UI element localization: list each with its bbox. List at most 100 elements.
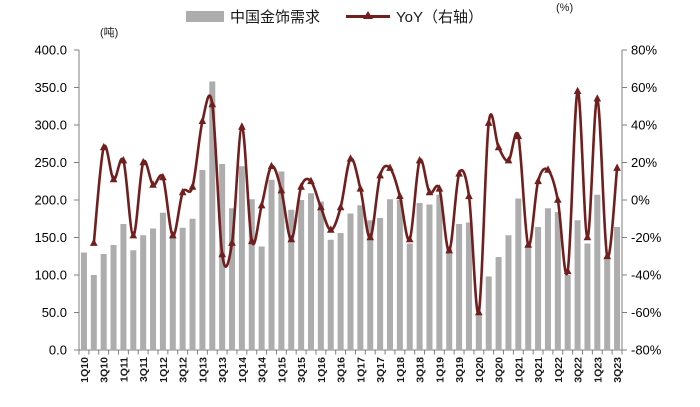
yoy-marker (435, 184, 444, 192)
bar (426, 204, 433, 350)
left-axis-label: 0.0 (49, 343, 67, 358)
left-axis-unit: (吨) (100, 27, 119, 39)
bar (465, 222, 472, 350)
yoy-marker (139, 157, 147, 166)
yoy-marker (159, 172, 167, 181)
yoy-marker (534, 176, 542, 185)
yoy-marker (405, 234, 414, 243)
yoy-marker (119, 156, 128, 164)
yoy-marker (257, 201, 266, 209)
bar (110, 245, 117, 350)
left-axis-label: 50.0 (42, 305, 67, 320)
bar (347, 213, 354, 350)
x-axis-label: 3Q22 (573, 357, 585, 383)
legend-line-label: YoY（右轴） (396, 9, 483, 26)
right-axis-label: 60% (631, 80, 657, 95)
legend-bars-label: 中国金饰需求 (230, 9, 321, 26)
yoy-marker (445, 246, 453, 254)
yoy-marker (425, 187, 434, 196)
bar (357, 205, 364, 350)
bar (367, 220, 374, 350)
bar (80, 252, 87, 350)
bar (169, 235, 176, 350)
bar (288, 209, 295, 350)
bar (337, 233, 344, 350)
yoy-marker (109, 174, 118, 183)
right-axis-unit: (%) (556, 2, 574, 14)
x-axis-label: 3Q16 (336, 357, 348, 383)
yoy-marker (583, 232, 592, 241)
right-axis-label: 0% (631, 193, 650, 208)
left-axis-label: 200.0 (34, 193, 67, 208)
bar (446, 248, 453, 350)
left-axis-label: 350.0 (34, 80, 67, 95)
yoy-marker (366, 232, 374, 241)
x-axis-label: 1Q18 (395, 357, 407, 383)
bar (268, 179, 275, 350)
bar (278, 171, 285, 350)
bar (298, 200, 305, 350)
yoy-marker (248, 236, 256, 245)
bar (416, 203, 423, 350)
x-axis-label: 1Q16 (316, 357, 328, 383)
left-axis-label: 300.0 (34, 118, 67, 133)
yoy-marker (228, 238, 236, 246)
x-axis-label: 1Q21 (513, 357, 525, 383)
x-axis-label: 3Q17 (375, 357, 387, 383)
right-axis-label: -20% (631, 230, 662, 245)
left-axis-label: 250.0 (34, 155, 67, 170)
bar (317, 201, 324, 350)
yoy-marker (188, 182, 197, 190)
yoy-marker (277, 186, 286, 194)
left-axis-label: 400.0 (34, 43, 67, 58)
yoy-marker (524, 240, 532, 248)
yoy-marker (475, 307, 483, 316)
legend-item-line: YoY（右轴） (346, 6, 483, 27)
x-axis-label: 3Q11 (138, 357, 150, 382)
x-axis-label: 1Q12 (158, 357, 170, 383)
yoy-marker (346, 154, 355, 162)
yoy-marker (484, 118, 493, 126)
yoy-marker (455, 169, 463, 177)
yoy-marker (267, 161, 276, 170)
yoy-marker (90, 238, 98, 246)
yoy-marker (603, 251, 611, 260)
bar (475, 314, 482, 350)
bar (377, 218, 384, 350)
bar (614, 227, 621, 350)
bar (564, 275, 571, 350)
bar (495, 257, 502, 350)
yoy-marker (593, 94, 602, 102)
bar (209, 81, 216, 350)
bar (189, 218, 196, 350)
x-axis-label: 3Q21 (533, 357, 545, 383)
bar (100, 254, 107, 350)
bar (544, 208, 551, 350)
yoy-marker (415, 156, 424, 164)
bar (159, 212, 166, 350)
left-axis-label: 150.0 (34, 230, 67, 245)
x-axis-label: 3Q14 (257, 357, 269, 383)
bar (308, 193, 315, 350)
yoy-marker (198, 116, 207, 124)
yoy-marker (376, 171, 384, 179)
legend-item-bars: 中国金饰需求 (186, 6, 320, 27)
chart-legend: 中国金饰需求 YoY（右轴） (186, 6, 483, 27)
bar (515, 198, 522, 350)
bar (238, 166, 245, 350)
yoy-marker (297, 182, 305, 190)
right-axis-label: 40% (631, 118, 657, 133)
yoy-marker (356, 184, 365, 192)
yoy-marker (554, 195, 562, 203)
yoy-marker (563, 266, 572, 275)
x-axis-label: 3Q23 (612, 357, 624, 383)
bar (574, 220, 581, 350)
yoy-marker (149, 180, 157, 188)
yoy-marker (386, 163, 394, 171)
x-axis-label: 1Q20 (474, 357, 486, 383)
line-swatch-icon (346, 11, 391, 19)
yoy-marker (465, 191, 473, 200)
bar (179, 227, 186, 350)
bar (90, 275, 97, 350)
